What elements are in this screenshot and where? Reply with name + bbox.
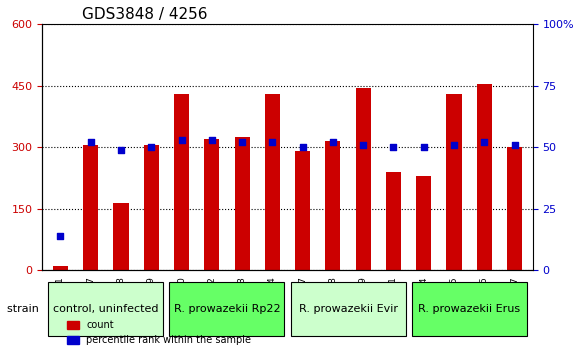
- Bar: [235, 137, 250, 270]
- Bar: [205, 139, 220, 270]
- FancyBboxPatch shape: [170, 282, 285, 336]
- Point: [328, 139, 338, 145]
- Point: [298, 144, 307, 150]
- Point: [56, 233, 65, 239]
- Point: [238, 139, 247, 145]
- Point: [480, 139, 489, 145]
- Text: R. prowazekii Rp22: R. prowazekii Rp22: [174, 304, 280, 314]
- Point: [268, 139, 277, 145]
- Point: [389, 144, 398, 150]
- Point: [116, 147, 125, 153]
- Bar: [295, 152, 310, 270]
- Bar: [265, 94, 280, 270]
- Text: control, uninfected: control, uninfected: [53, 304, 159, 314]
- Bar: [144, 145, 159, 270]
- Point: [419, 144, 428, 150]
- Bar: [507, 147, 522, 270]
- Bar: [416, 176, 431, 270]
- Bar: [174, 94, 189, 270]
- Bar: [446, 94, 461, 270]
- Text: R. prowazekii Erus: R. prowazekii Erus: [418, 304, 520, 314]
- Point: [177, 137, 187, 143]
- Text: GDS3848 / 4256: GDS3848 / 4256: [81, 7, 207, 22]
- Legend: count, percentile rank within the sample: count, percentile rank within the sample: [63, 316, 255, 349]
- FancyBboxPatch shape: [411, 282, 526, 336]
- Text: R. prowazekii Evir: R. prowazekii Evir: [299, 304, 397, 314]
- Text: strain: strain: [7, 304, 42, 314]
- Point: [207, 137, 217, 143]
- Point: [86, 139, 95, 145]
- FancyBboxPatch shape: [290, 282, 406, 336]
- Bar: [356, 88, 371, 270]
- Bar: [53, 266, 68, 270]
- Point: [358, 142, 368, 148]
- Point: [449, 142, 458, 148]
- Point: [146, 144, 156, 150]
- Bar: [386, 172, 401, 270]
- FancyBboxPatch shape: [48, 282, 163, 336]
- Point: [510, 142, 519, 148]
- Bar: [113, 203, 128, 270]
- Bar: [83, 145, 98, 270]
- Bar: [325, 141, 340, 270]
- Bar: [476, 84, 492, 270]
